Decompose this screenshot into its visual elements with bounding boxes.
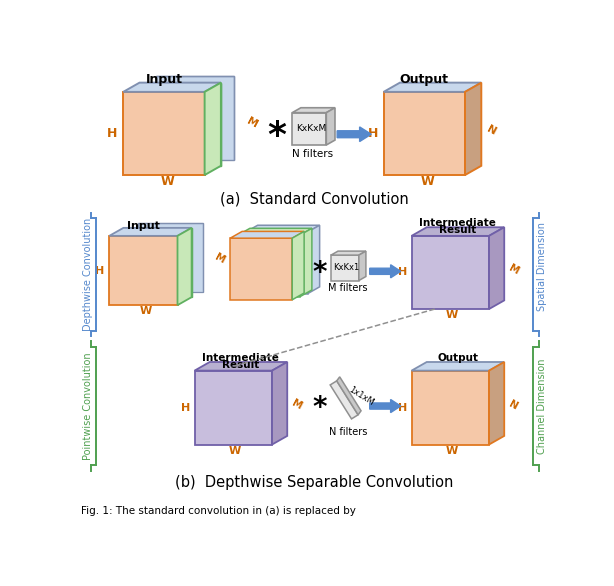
Text: N filters: N filters: [292, 149, 333, 159]
Polygon shape: [238, 235, 300, 297]
Text: N: N: [485, 124, 498, 137]
Text: N: N: [507, 398, 520, 411]
Polygon shape: [384, 83, 481, 92]
Polygon shape: [177, 228, 192, 305]
Polygon shape: [411, 227, 504, 236]
Polygon shape: [489, 362, 504, 445]
Text: Intermediate: Intermediate: [419, 218, 496, 228]
Text: Output: Output: [437, 353, 478, 363]
Text: Intermediate: Intermediate: [203, 353, 279, 363]
Text: H: H: [398, 267, 407, 277]
Text: W: W: [446, 310, 458, 320]
Polygon shape: [230, 238, 292, 300]
Text: Spatial Dimension: Spatial Dimension: [537, 222, 546, 311]
Text: KxKx1: KxKx1: [333, 263, 360, 272]
Polygon shape: [330, 381, 358, 419]
Polygon shape: [292, 231, 304, 300]
Polygon shape: [230, 231, 304, 238]
Text: W: W: [229, 446, 241, 456]
Text: *: *: [312, 259, 327, 287]
Text: Input: Input: [146, 73, 182, 86]
Polygon shape: [308, 225, 320, 294]
Text: H: H: [368, 127, 378, 140]
Polygon shape: [489, 227, 504, 309]
Polygon shape: [411, 362, 504, 370]
Polygon shape: [109, 228, 192, 236]
Text: M: M: [245, 115, 259, 130]
Polygon shape: [246, 232, 308, 294]
Polygon shape: [370, 400, 401, 413]
Polygon shape: [123, 83, 221, 92]
Polygon shape: [384, 92, 465, 175]
Text: W: W: [161, 175, 175, 189]
Polygon shape: [337, 127, 371, 142]
Polygon shape: [204, 83, 221, 175]
Polygon shape: [331, 251, 366, 255]
Text: KxKxM: KxKxM: [296, 124, 326, 134]
Polygon shape: [195, 362, 287, 370]
Polygon shape: [370, 265, 401, 278]
Text: Result: Result: [222, 360, 260, 370]
Text: W: W: [446, 446, 458, 456]
Text: Depthwise Convolution: Depthwise Convolution: [83, 218, 93, 331]
Polygon shape: [195, 370, 272, 445]
Text: 1x1xM: 1x1xM: [347, 385, 375, 407]
Polygon shape: [123, 228, 192, 297]
Text: H: H: [107, 127, 118, 140]
Text: W: W: [139, 306, 152, 316]
Polygon shape: [292, 108, 335, 113]
Polygon shape: [300, 229, 312, 297]
Text: Output: Output: [400, 73, 449, 86]
Text: W: W: [421, 175, 434, 189]
Polygon shape: [139, 83, 221, 166]
Text: M: M: [507, 263, 521, 277]
Polygon shape: [292, 113, 326, 145]
Text: H: H: [398, 403, 407, 413]
Text: H: H: [95, 265, 104, 275]
Text: Channel Dimension: Channel Dimension: [537, 358, 546, 454]
Text: M: M: [214, 253, 227, 266]
Text: M: M: [290, 398, 303, 412]
Polygon shape: [336, 377, 361, 415]
Polygon shape: [331, 255, 359, 281]
Polygon shape: [411, 236, 489, 309]
Polygon shape: [359, 251, 366, 281]
Text: H: H: [181, 403, 190, 413]
Polygon shape: [465, 83, 481, 175]
Text: Result: Result: [439, 226, 476, 236]
Text: N filters: N filters: [329, 427, 367, 437]
Text: Fig. 1: The standard convolution in (a) is replaced by: Fig. 1: The standard convolution in (a) …: [80, 506, 356, 516]
Text: *: *: [267, 119, 286, 153]
Text: M filters: M filters: [328, 283, 368, 293]
Text: (b)  Depthwise Separable Convolution: (b) Depthwise Separable Convolution: [176, 475, 454, 490]
Polygon shape: [156, 77, 234, 159]
Polygon shape: [109, 236, 177, 305]
Polygon shape: [326, 108, 335, 145]
Polygon shape: [246, 225, 320, 232]
Text: Input: Input: [127, 221, 160, 231]
Polygon shape: [138, 223, 203, 292]
Text: (a)  Standard Convolution: (a) Standard Convolution: [220, 192, 409, 206]
Polygon shape: [123, 92, 204, 175]
Polygon shape: [238, 229, 312, 235]
Polygon shape: [411, 370, 489, 445]
Text: *: *: [312, 394, 327, 421]
Text: Pointwise Convolution: Pointwise Convolution: [83, 352, 93, 460]
Polygon shape: [272, 362, 287, 445]
